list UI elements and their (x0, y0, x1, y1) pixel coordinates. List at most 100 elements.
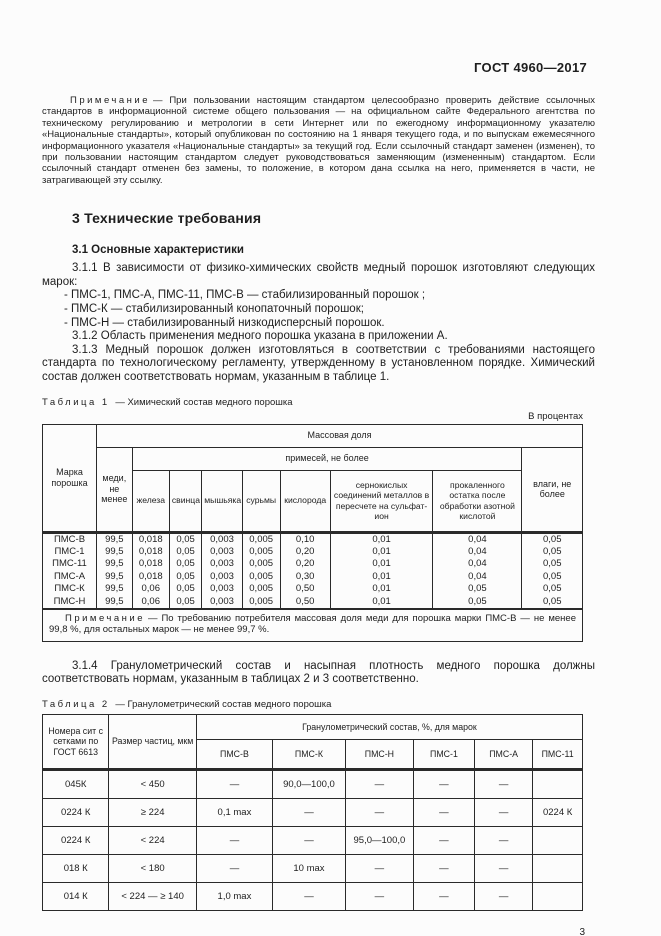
page-content: ГОСТ 4960—2017 Примечание — При пользован… (41, 0, 595, 936)
paragraph-3-1-3: 3.1.3 Медный порошок должен изготовлятьс… (42, 343, 595, 383)
col-header-mass-fraction: Массовая доля (96, 423, 583, 448)
list-item: - ПМС-К — стабилизированный конопаточный… (64, 303, 364, 316)
cell: 0,018 (131, 546, 170, 559)
cell: 0,003 (201, 595, 243, 610)
cell: — (412, 854, 475, 884)
table-row: ПМС-11 99,5 0,018 0,05 0,003 0,005 0,20 0,01 0,0… (42, 558, 583, 571)
cell: 0,05 (168, 558, 203, 571)
cell: 0,01 (329, 595, 434, 610)
cell: 99,5 (96, 595, 133, 610)
cell: — (195, 826, 274, 856)
cell: 014 К (41, 882, 110, 912)
cell: 0,003 (201, 530, 243, 546)
table1-caption-label: Таблица 1 (42, 396, 110, 408)
cell: 0,50 (279, 595, 331, 610)
cell: 0,005 (241, 546, 281, 559)
cell: 1,0 max (195, 882, 274, 912)
table-row: ПМС-1 99,5 0,018 0,05 0,003 0,005 0,20 0,01 0,04… (42, 546, 583, 559)
col-header-mark-pms-a: ПМС-А (473, 739, 534, 771)
cell: 0,20 (279, 546, 331, 559)
col-header-calcined-residue: прокаленного остатка после обработки азо… (432, 469, 523, 533)
cell (532, 882, 583, 912)
cell: — (412, 768, 475, 800)
cell: 0,01 (329, 546, 434, 559)
cell: — (195, 768, 274, 800)
cell: 0,04 (432, 558, 523, 571)
cell: — (344, 768, 414, 800)
intro-note: Примечание — При пользовании настоящим ст… (42, 95, 595, 186)
cell: 0,20 (279, 558, 331, 571)
cell: 018 К (41, 854, 110, 884)
paragraph-3-1-1: 3.1.1 В зависимости от физико-химических… (42, 262, 595, 288)
cell: 0,003 (201, 583, 243, 596)
col-header-particle-size: Размер частиц, мкм (108, 714, 197, 771)
cell: 0,04 (432, 530, 523, 546)
cell: — (412, 882, 475, 912)
cell: 99,5 (96, 530, 133, 546)
section-3-1-title: 3.1 Основные характеристики (72, 244, 244, 257)
table1-units-note: В процентах (528, 410, 583, 422)
cell: — (412, 798, 475, 828)
cell (532, 768, 583, 800)
intro-note-text: — При пользовании настоящим стандартом ц… (42, 95, 595, 186)
cell: 0,018 (131, 558, 170, 571)
cell: — (272, 798, 346, 828)
cell: 0224 К (532, 798, 583, 828)
cell: — (473, 882, 534, 912)
cell: 0,05 (521, 583, 583, 596)
table-row: 018 К < 180—10 max — — — (41, 854, 583, 884)
col-header-antimony: сурьмы (241, 469, 281, 533)
standard-number: ГОСТ 4960—2017 (474, 60, 587, 75)
col-header-sieve-number: Номера сит с сетками по ГОСТ 6613 (41, 714, 110, 771)
col-header-oxygen: кислорода (279, 469, 331, 533)
page-number: 3 (579, 927, 585, 936)
cell: — (272, 882, 346, 912)
cell: 0,005 (241, 530, 281, 546)
cell: < 180 (108, 854, 197, 884)
col-header-arsenic: мышьяка (201, 469, 243, 533)
cell: 0224 К (41, 826, 110, 856)
cell: 99,5 (96, 583, 133, 596)
table-row: 0224 К ≥ 224 0,1 max — — — —0224 К (41, 798, 583, 828)
cell: 0,05 (432, 583, 523, 596)
cell: — (473, 768, 534, 800)
cell: — (272, 826, 346, 856)
cell: 90,0—100,0 (272, 768, 346, 800)
table1-chemical-composition: Марка порошка Массовая доля меди, не мен… (42, 423, 583, 642)
cell: 0,05 (168, 583, 203, 596)
paragraph-3-1-4: 3.1.4 Гранулометрический состав и насыпн… (42, 659, 595, 686)
cell: 0,005 (241, 570, 281, 584)
cell (532, 826, 583, 856)
cell (532, 854, 583, 884)
cell: 0,30 (279, 570, 331, 584)
table-row: ПМС-Н 99,5 0,06 0,05 0,003 0,005 0,50 0,01 0,05 0… (42, 595, 583, 610)
cell: — (473, 826, 534, 856)
cell: 0,05 (168, 595, 203, 610)
col-header-iron: железа (131, 469, 170, 533)
cell: 0,018 (131, 570, 170, 584)
cell: 0,05 (521, 546, 583, 559)
section-3-title: 3 Технические требования (72, 210, 262, 227)
cell: — (412, 826, 475, 856)
cell: 0,05 (168, 570, 203, 584)
cell: 0,05 (521, 595, 583, 610)
cell: < 224 — ≥ 140 (108, 882, 197, 912)
cell: 0,005 (241, 595, 281, 610)
cell: — (344, 798, 414, 828)
cell: 10 max (272, 854, 346, 884)
cell: 0,05 (521, 570, 583, 584)
cell: 0,01 (329, 558, 434, 571)
col-header-granulometric-group: Гранулометрический состав, %, для марок (195, 714, 584, 741)
intro-note-label: Примечание (70, 95, 150, 106)
cell: 0,05 (432, 595, 523, 610)
table-row: 0224 К < 224— —95,0—100,0— — (41, 826, 583, 856)
col-header-impurities: примесей, не более (131, 446, 523, 471)
cell: 0224 К (41, 798, 110, 828)
cell: ПМС-1 (42, 546, 97, 559)
cell: — (473, 854, 534, 884)
cell: 0,018 (131, 530, 170, 546)
table2-granulometric-composition: Номера сит с сетками по ГОСТ 6613 Размер… (41, 714, 584, 912)
cell: 0,05 (521, 558, 583, 571)
cell: 0,005 (241, 558, 281, 571)
